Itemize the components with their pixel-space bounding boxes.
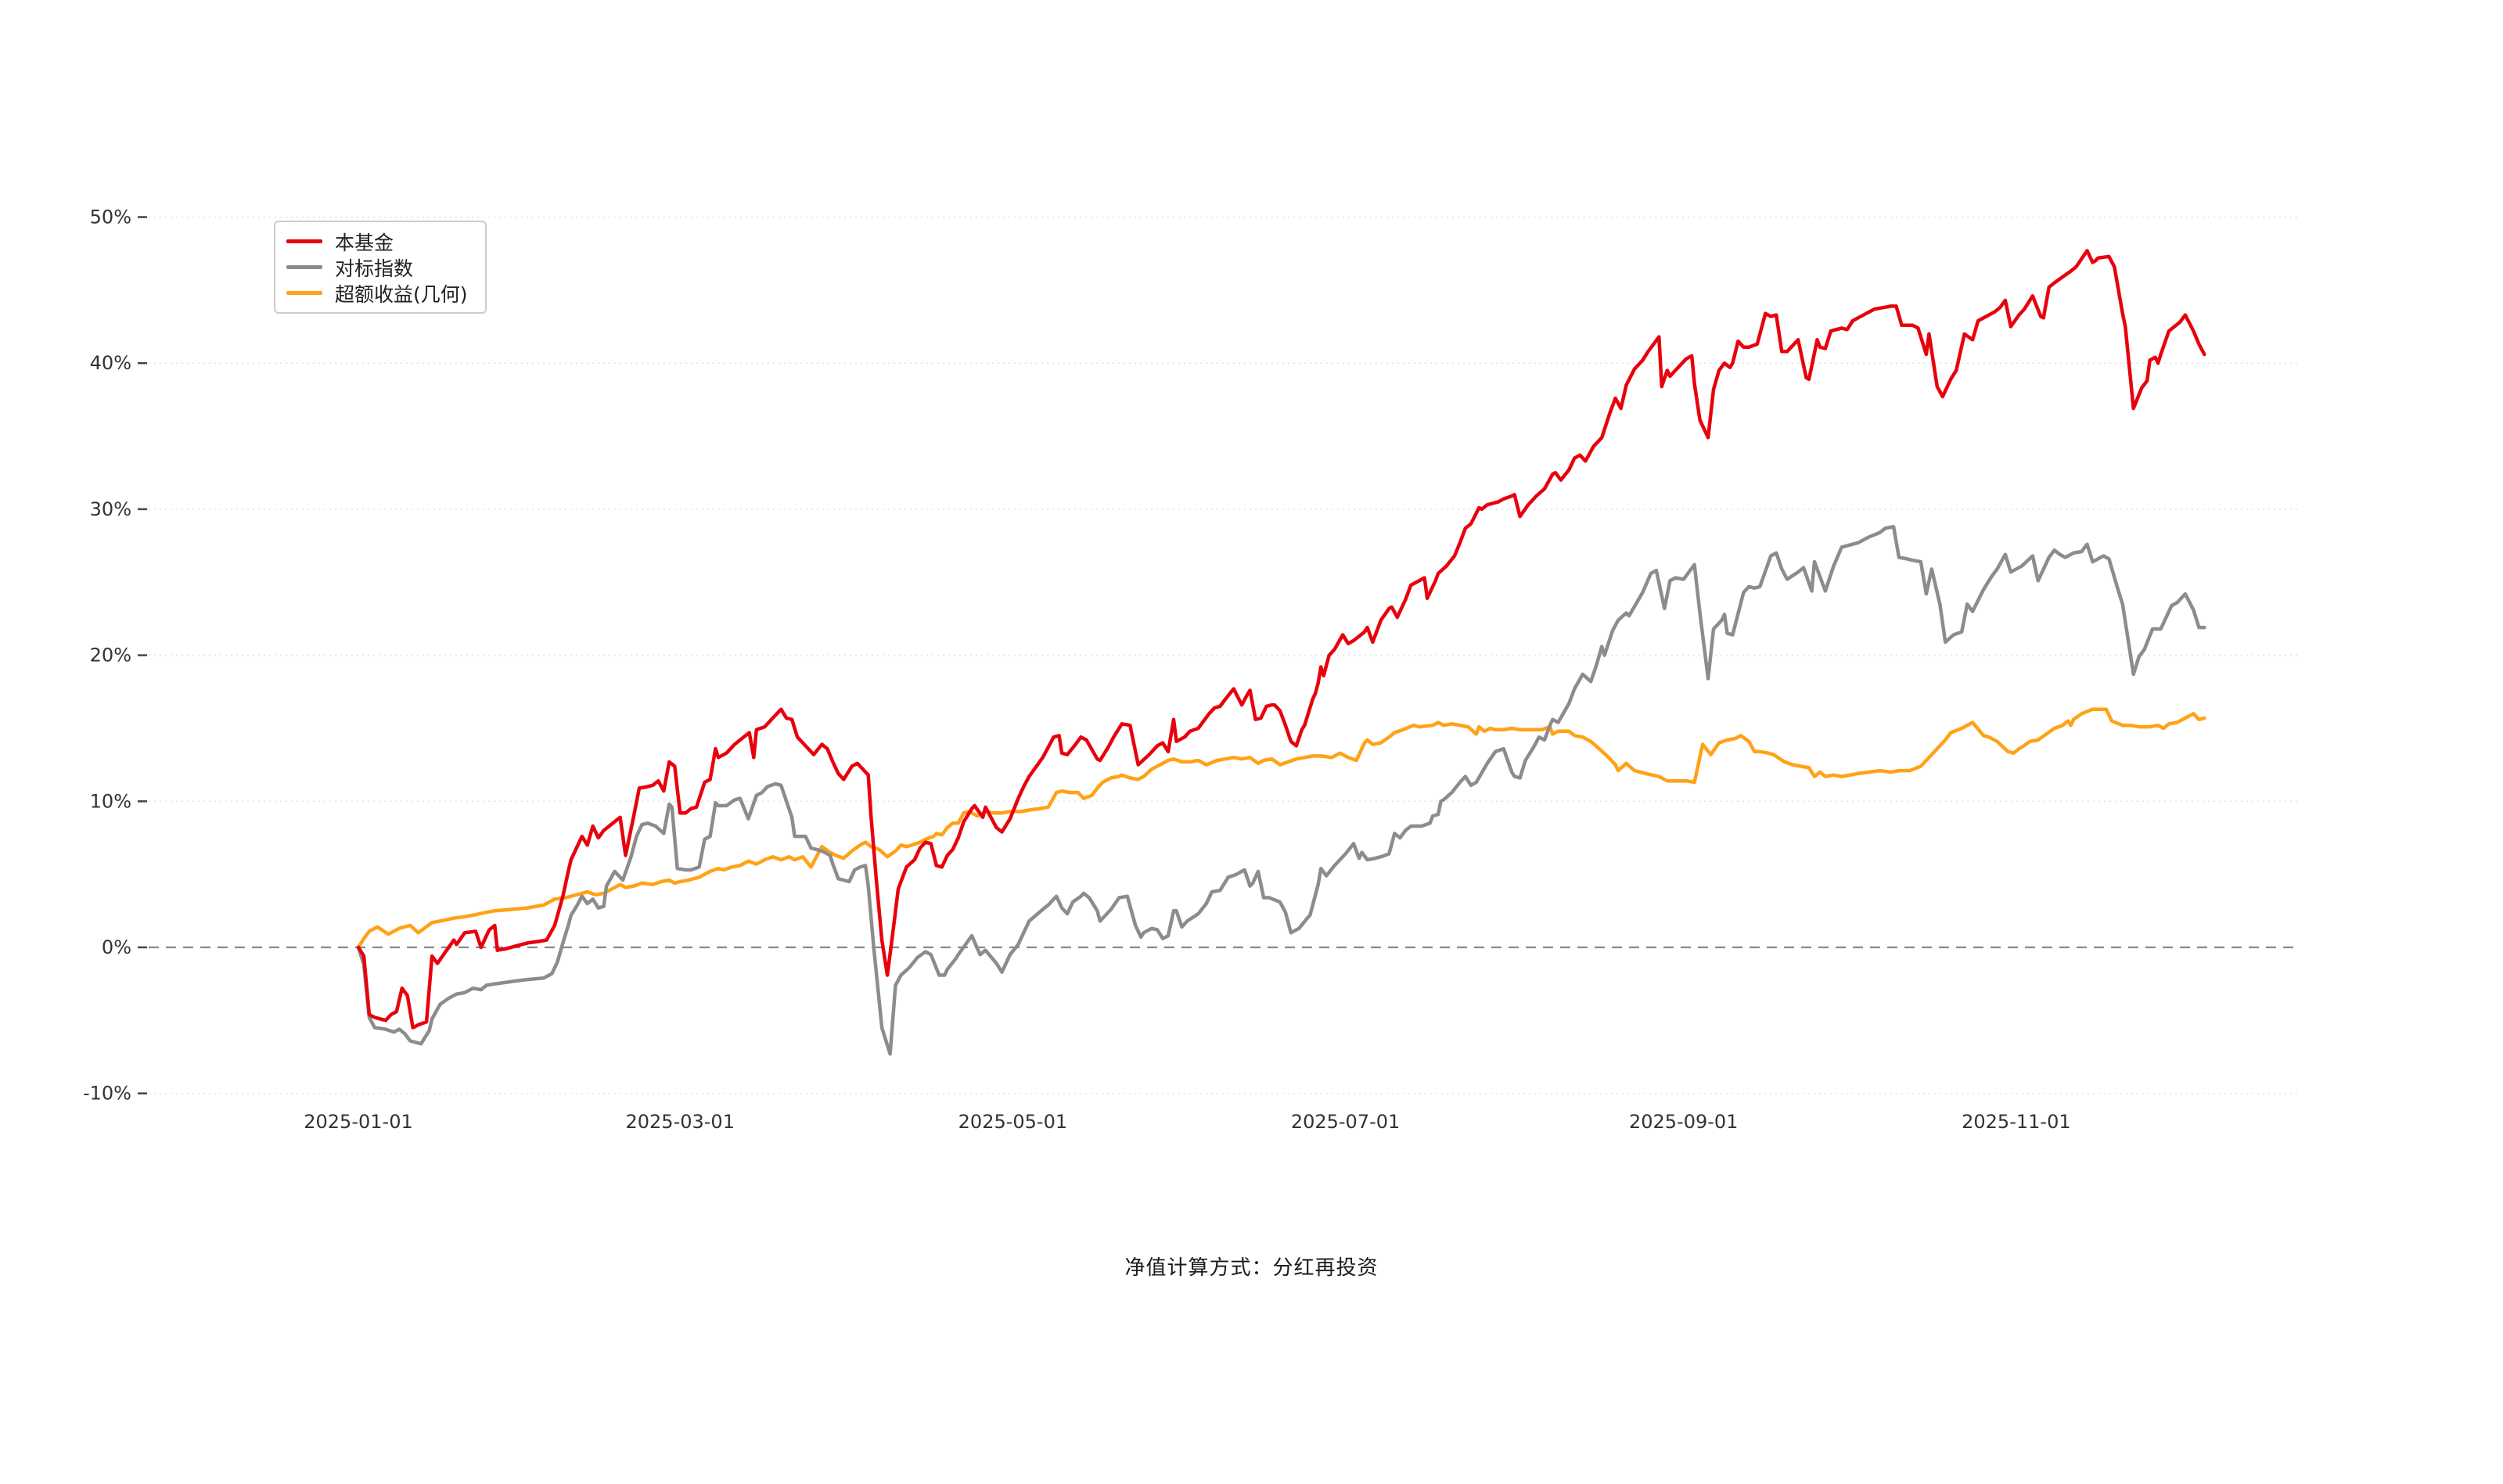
y-axis-label: 0% xyxy=(102,936,131,958)
legend: 本基金对标指数 超额收益(几何) xyxy=(274,221,487,314)
legend-item-1: 对标指数 xyxy=(275,254,485,280)
y-axis-label: -10% xyxy=(83,1083,131,1105)
x-axis-label: 2025-03-01 xyxy=(625,1111,734,1133)
legend-line-swatch xyxy=(286,291,322,295)
x-axis-label: 2025-05-01 xyxy=(958,1111,1067,1133)
y-axis-label: 30% xyxy=(90,498,131,520)
fund-line xyxy=(356,249,2206,1029)
y-axis-label: 40% xyxy=(90,352,131,374)
x-axis-label: 2025-09-01 xyxy=(1629,1111,1738,1133)
legend-label: 超额收益(几何) xyxy=(335,282,468,306)
x-axis-label: 2025-11-01 xyxy=(1962,1111,2070,1133)
y-axis-label: 20% xyxy=(90,645,131,667)
excess-return-line xyxy=(356,707,2206,950)
legend-item-2: 超额收益(几何) xyxy=(275,280,485,306)
x-axis-label: 2025-01-01 xyxy=(304,1111,412,1133)
legend-line-swatch xyxy=(286,265,322,269)
legend-item-0: 本基金 xyxy=(275,228,485,254)
benchmark-line xyxy=(356,525,2206,1056)
y-axis-label: 10% xyxy=(90,790,131,812)
y-axis-label: 50% xyxy=(90,207,131,228)
legend-label: 本基金 xyxy=(335,231,394,254)
x-axis-label: 2025-07-01 xyxy=(1291,1111,1400,1133)
legend-label: 对标指数 xyxy=(335,257,414,280)
legend-line-swatch xyxy=(286,239,322,243)
nav-calculation-caption: 净值计算方式：分红再投资 xyxy=(1124,1256,1379,1280)
